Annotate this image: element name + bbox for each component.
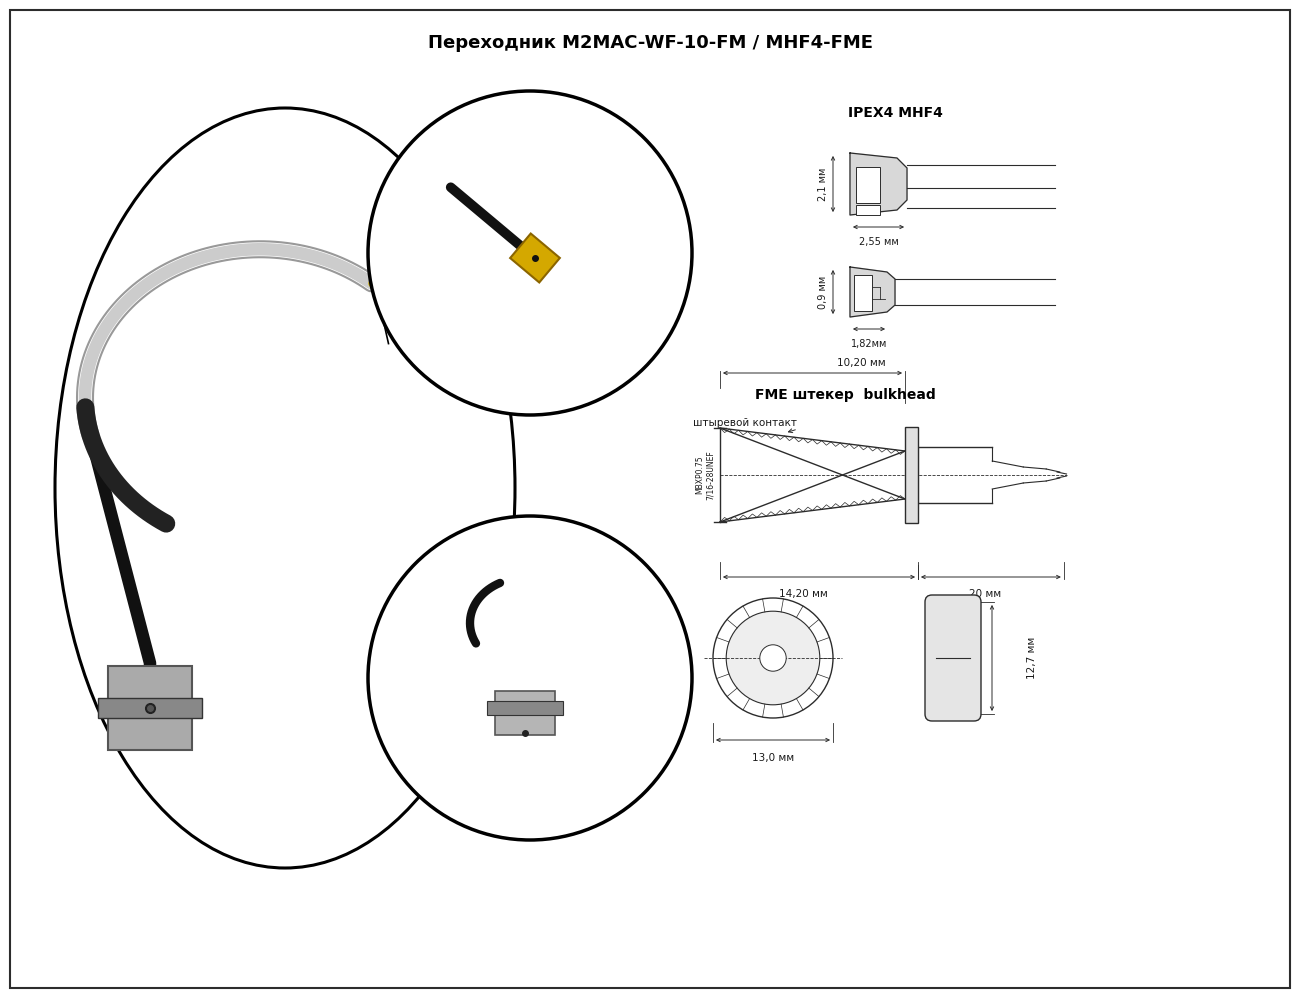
Text: 2,1 мм: 2,1 мм (818, 168, 828, 201)
Text: FME штекер  bulkhead: FME штекер bulkhead (754, 388, 936, 402)
Bar (855, 205, 880, 215)
Polygon shape (510, 234, 560, 282)
FancyBboxPatch shape (926, 595, 982, 721)
Circle shape (368, 516, 692, 840)
Text: 1,82мм: 1,82мм (850, 339, 887, 349)
Polygon shape (495, 691, 555, 735)
Text: 2,55 мм: 2,55 мм (858, 237, 898, 247)
Circle shape (712, 598, 833, 718)
Text: 10,20 мм: 10,20 мм (837, 358, 885, 368)
Polygon shape (108, 666, 192, 750)
Text: IPEX4 MHF4: IPEX4 MHF4 (848, 106, 942, 120)
Text: 12,7 мм: 12,7 мм (1027, 637, 1037, 679)
Polygon shape (98, 698, 202, 718)
Polygon shape (850, 267, 894, 317)
Polygon shape (488, 701, 563, 715)
Text: МВХР0.75
7/16-28UNEF: МВХР0.75 7/16-28UNEF (696, 450, 715, 500)
Circle shape (368, 91, 692, 415)
Circle shape (759, 645, 786, 672)
Circle shape (727, 611, 820, 705)
Polygon shape (850, 153, 907, 215)
Text: штыревой контакт: штыревой контакт (693, 418, 797, 428)
Text: 14,20 мм: 14,20 мм (779, 589, 828, 599)
Text: Переходник M2MAC-WF-10-FM / MHF4-FME: Переходник M2MAC-WF-10-FM / MHF4-FME (428, 34, 872, 52)
Ellipse shape (55, 108, 515, 868)
Text: 0,9 мм: 0,9 мм (818, 275, 828, 308)
Bar (854, 275, 872, 311)
Bar (905, 427, 918, 523)
Text: 20 мм: 20 мм (970, 589, 1001, 599)
Text: 13,0 мм: 13,0 мм (751, 753, 794, 763)
Bar (855, 167, 880, 203)
